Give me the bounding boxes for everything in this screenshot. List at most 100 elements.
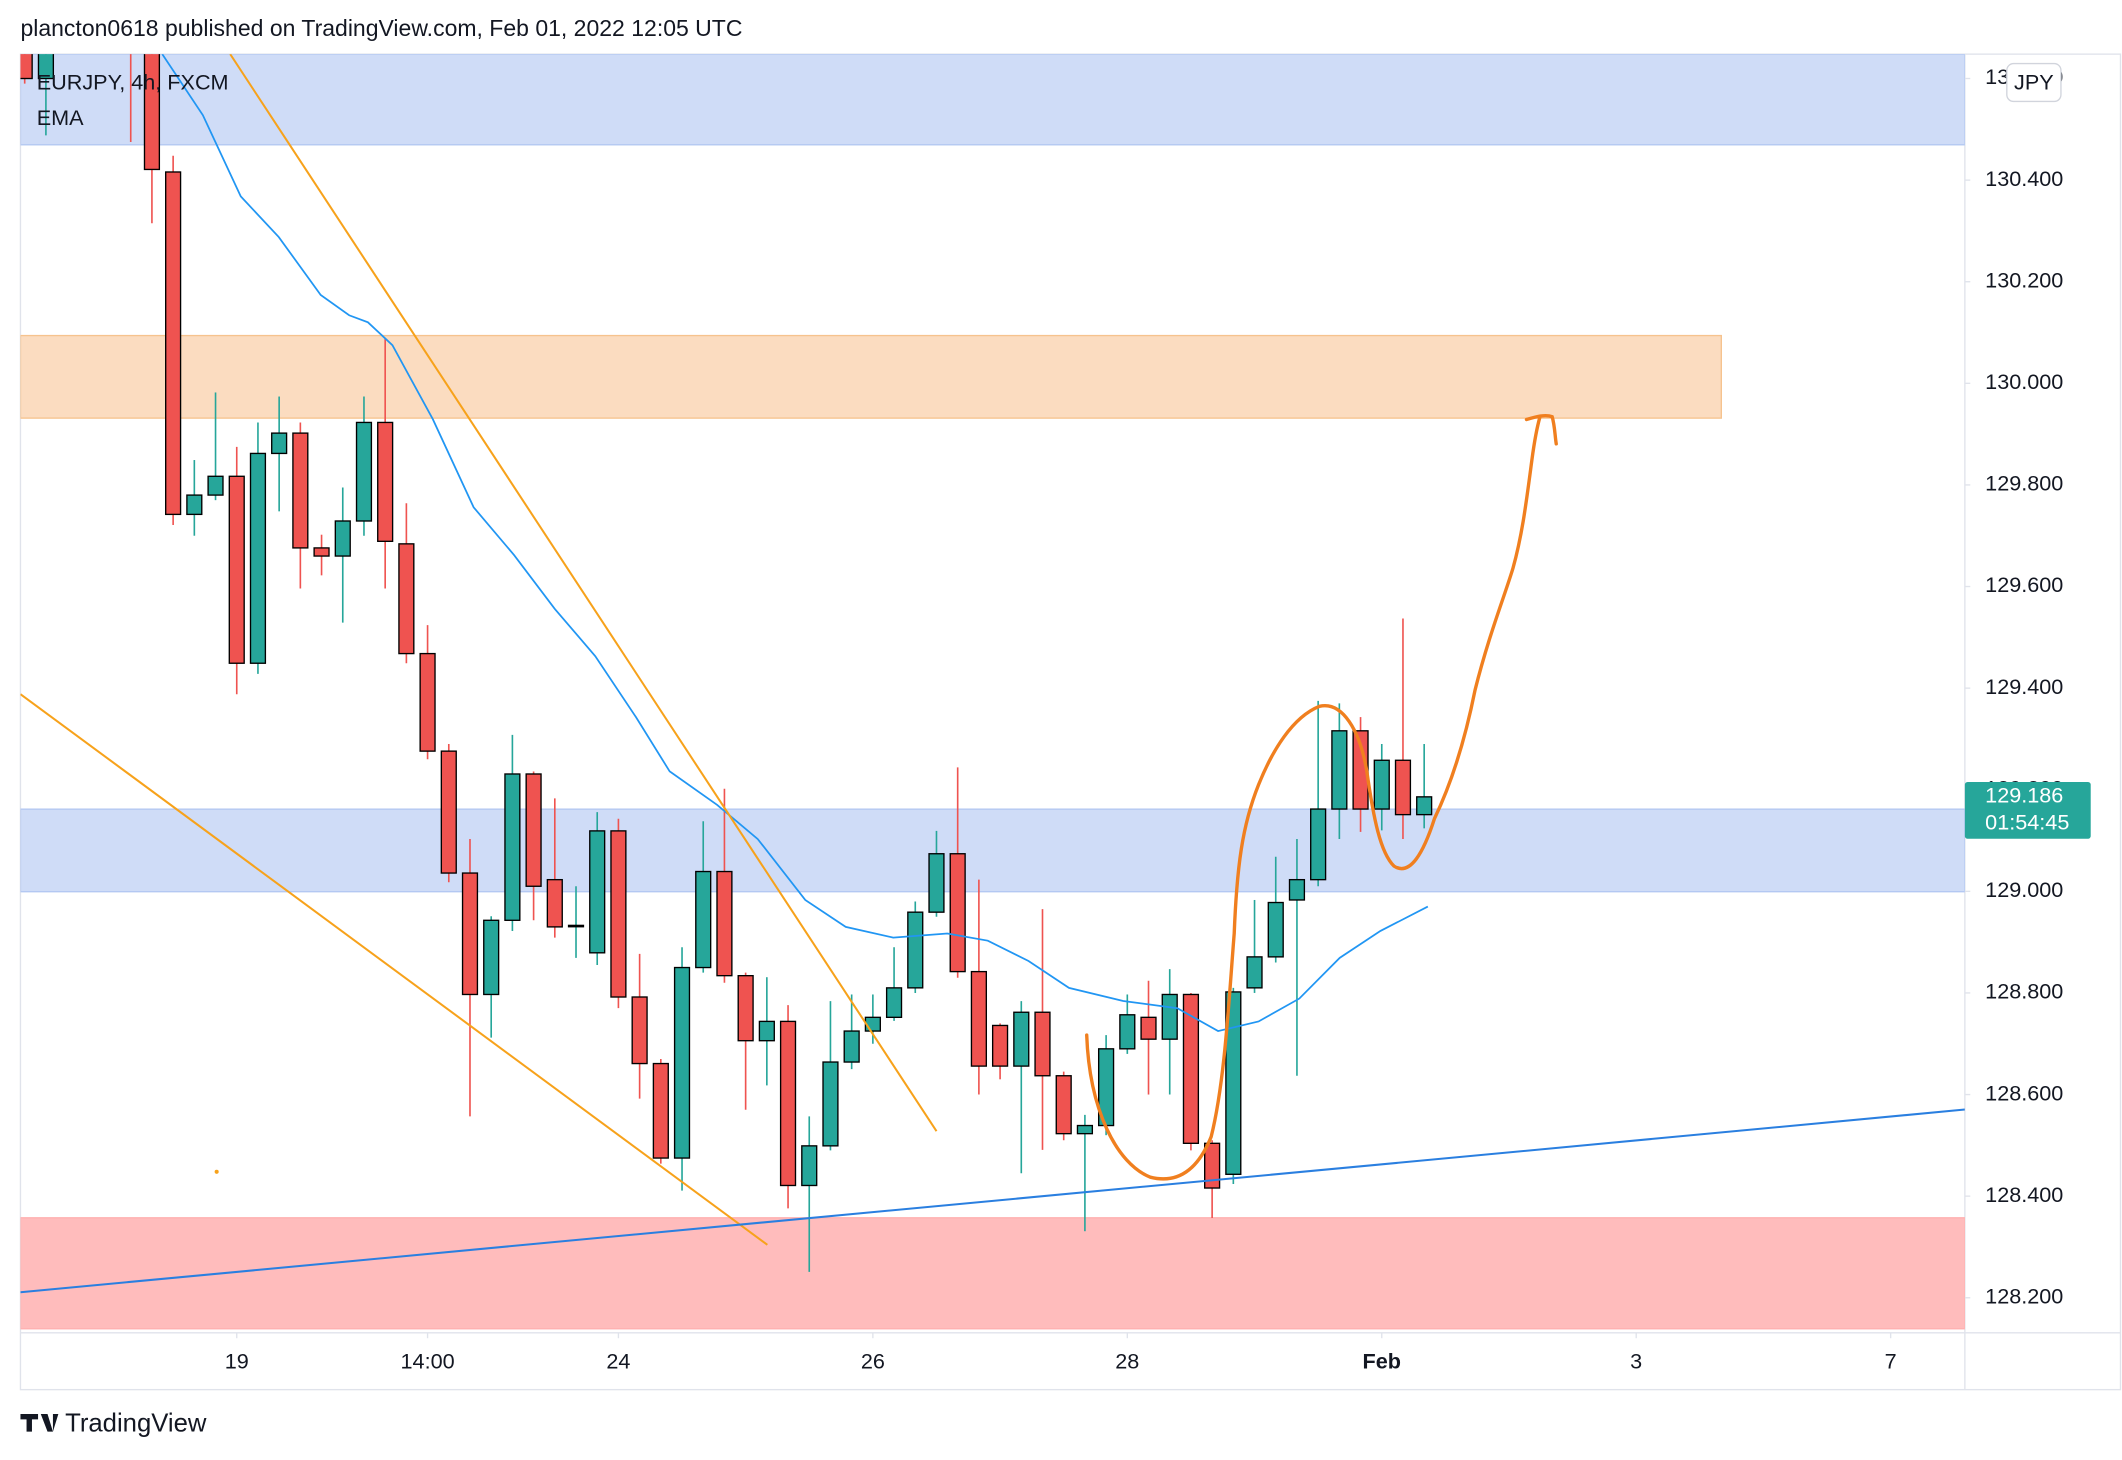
y-tick-label: 129.000 bbox=[1985, 877, 2063, 902]
trend-line bbox=[229, 54, 938, 1132]
candle-body bbox=[1416, 796, 1433, 816]
x-tick-label: 19 bbox=[225, 1348, 249, 1373]
candle-body bbox=[334, 520, 351, 557]
candle-body bbox=[610, 830, 627, 998]
last-price-label: 129.186 bbox=[1985, 783, 2063, 808]
candle-body bbox=[165, 171, 182, 516]
candle-body bbox=[249, 452, 267, 664]
candle-body bbox=[1076, 1124, 1094, 1135]
y-tick-label: 128.400 bbox=[1985, 1182, 2063, 1207]
ema-line bbox=[161, 54, 1429, 1033]
candle-body bbox=[186, 494, 203, 516]
candle-body bbox=[652, 1062, 669, 1159]
support-zone bbox=[20, 808, 1965, 893]
candle-body bbox=[970, 970, 988, 1067]
x-tick-label: Feb bbox=[1363, 1348, 1401, 1373]
y-tick-label: 128.600 bbox=[1985, 1080, 2063, 1105]
x-tick-label: 26 bbox=[861, 1348, 885, 1373]
candle-body bbox=[949, 853, 966, 973]
candle-body bbox=[1055, 1075, 1072, 1135]
candle-body bbox=[271, 432, 288, 455]
candle-body bbox=[20, 54, 33, 80]
candle-body bbox=[1182, 993, 1200, 1144]
dot bbox=[214, 1169, 219, 1174]
x-tick-label: 14:00 bbox=[401, 1348, 455, 1373]
candle-body bbox=[716, 870, 733, 977]
y-tick-label: 128.200 bbox=[1985, 1283, 2063, 1308]
candle-body bbox=[377, 421, 394, 542]
currency-button bbox=[2006, 62, 2062, 103]
y-tick-label: 129.800 bbox=[1985, 471, 2063, 496]
candle-body bbox=[822, 1061, 839, 1147]
candle-body bbox=[37, 54, 55, 80]
demand-zone bbox=[20, 1217, 1965, 1330]
branding: TradingView bbox=[65, 1410, 207, 1438]
candle-body bbox=[1394, 759, 1412, 816]
y-tick-label: 128.800 bbox=[1985, 979, 2063, 1004]
candle-body bbox=[143, 54, 161, 171]
candle-body bbox=[1225, 991, 1242, 1175]
candle-body bbox=[1288, 878, 1306, 901]
candle-body bbox=[631, 996, 648, 1065]
candle-body bbox=[398, 543, 415, 655]
candle-body bbox=[461, 872, 479, 996]
candle-body bbox=[1331, 730, 1348, 810]
candle-body bbox=[228, 475, 245, 664]
logo bbox=[20, 1413, 59, 1432]
candle-body bbox=[737, 974, 754, 1042]
candle-body bbox=[673, 966, 691, 1159]
candle-body bbox=[355, 421, 373, 522]
plot bbox=[20, 54, 1433, 1272]
candle-body bbox=[1373, 759, 1390, 810]
annotations bbox=[20, 54, 1965, 1294]
candle-body bbox=[483, 919, 500, 996]
candle-body bbox=[1140, 1016, 1157, 1040]
candle-body bbox=[991, 1024, 1009, 1067]
candle-body bbox=[313, 547, 330, 557]
last-price-box bbox=[1964, 781, 2091, 839]
x-tick-label: 7 bbox=[1885, 1348, 1897, 1373]
indicator-legend: EMA bbox=[37, 105, 84, 130]
candle-body bbox=[207, 475, 224, 496]
y-tick-label: 129.600 bbox=[1985, 572, 2063, 597]
resistance-zone bbox=[20, 54, 1965, 146]
candle-body bbox=[589, 830, 606, 954]
candle-body bbox=[864, 1016, 881, 1032]
candle-body bbox=[1034, 1011, 1051, 1077]
candle-body bbox=[504, 773, 521, 921]
candle-body bbox=[1246, 956, 1263, 989]
y-tick-label: 129.400 bbox=[1985, 674, 2063, 699]
y-tick-label: 130.000 bbox=[1985, 369, 2063, 394]
x-tick-label: 28 bbox=[1115, 1348, 1139, 1373]
projection-path bbox=[1085, 413, 1558, 1181]
candle-body bbox=[885, 987, 903, 1019]
target-zone bbox=[20, 334, 1722, 419]
candle-body bbox=[1310, 808, 1327, 881]
x-tick-label: 24 bbox=[606, 1348, 630, 1373]
candle-body bbox=[1204, 1142, 1221, 1189]
candle-body bbox=[1013, 1011, 1030, 1067]
candle-body bbox=[1161, 993, 1178, 1040]
symbol-legend: EURJPY, 4h, FXCM bbox=[37, 70, 229, 95]
drawings bbox=[20, 54, 1965, 1330]
y-tick-label: 130.400 bbox=[1985, 166, 2063, 191]
countdown-label: 01:54:45 bbox=[1985, 810, 2069, 835]
candle-body bbox=[1267, 901, 1284, 958]
candle-body bbox=[546, 878, 563, 928]
candle-body bbox=[440, 750, 457, 874]
x-tick-label: 3 bbox=[1630, 1348, 1642, 1373]
y-tick-label: 130.200 bbox=[1985, 267, 2063, 292]
candle-body bbox=[779, 1020, 797, 1187]
candle-body bbox=[928, 853, 945, 913]
candle-body bbox=[758, 1020, 775, 1042]
candle-body bbox=[843, 1030, 860, 1063]
candle-body bbox=[525, 773, 542, 887]
candle-body bbox=[801, 1145, 818, 1187]
trend-line bbox=[20, 693, 768, 1246]
candle-body bbox=[907, 911, 924, 989]
candle-body bbox=[567, 924, 585, 928]
header: plancton0618 published on TradingView.co… bbox=[20, 15, 742, 41]
candle-body bbox=[1119, 1014, 1136, 1050]
